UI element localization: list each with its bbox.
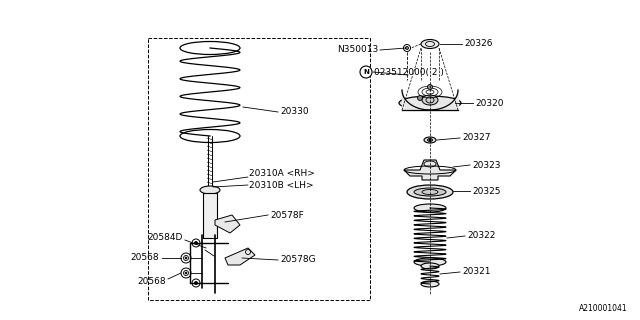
Text: N350013: N350013 bbox=[337, 45, 378, 54]
Ellipse shape bbox=[421, 281, 439, 287]
Text: 20323: 20323 bbox=[472, 161, 500, 170]
Ellipse shape bbox=[399, 96, 461, 110]
Text: 20578G: 20578G bbox=[280, 255, 316, 265]
Polygon shape bbox=[215, 215, 240, 233]
Text: 20321: 20321 bbox=[462, 268, 490, 276]
Polygon shape bbox=[404, 160, 456, 180]
Ellipse shape bbox=[424, 137, 436, 143]
Bar bbox=[148, 38, 370, 300]
Ellipse shape bbox=[414, 188, 446, 196]
Ellipse shape bbox=[417, 95, 422, 100]
Ellipse shape bbox=[414, 258, 446, 266]
Ellipse shape bbox=[407, 185, 453, 199]
Text: 20325: 20325 bbox=[472, 187, 500, 196]
Ellipse shape bbox=[421, 263, 439, 269]
Ellipse shape bbox=[414, 204, 446, 212]
Ellipse shape bbox=[195, 282, 198, 284]
Ellipse shape bbox=[421, 39, 439, 49]
Ellipse shape bbox=[406, 46, 408, 50]
Text: 20330: 20330 bbox=[280, 108, 308, 116]
Polygon shape bbox=[203, 193, 217, 238]
Text: 023512000( 2 ): 023512000( 2 ) bbox=[374, 68, 444, 76]
Text: A210001041: A210001041 bbox=[579, 304, 628, 313]
Text: N: N bbox=[363, 69, 369, 75]
Ellipse shape bbox=[195, 242, 198, 244]
Text: 20578F: 20578F bbox=[270, 211, 304, 220]
Text: 20326: 20326 bbox=[464, 39, 493, 49]
Ellipse shape bbox=[185, 272, 187, 274]
Ellipse shape bbox=[428, 84, 433, 90]
Text: 20320: 20320 bbox=[475, 99, 504, 108]
Circle shape bbox=[360, 66, 372, 78]
Text: 20310B <LH>: 20310B <LH> bbox=[249, 180, 314, 189]
Text: 20584D: 20584D bbox=[148, 234, 183, 243]
Ellipse shape bbox=[200, 186, 220, 194]
Ellipse shape bbox=[428, 139, 433, 141]
Text: 20310A <RH>: 20310A <RH> bbox=[249, 170, 315, 179]
Ellipse shape bbox=[185, 257, 187, 259]
Text: 20327: 20327 bbox=[462, 133, 490, 142]
Text: 20568: 20568 bbox=[131, 253, 159, 262]
Ellipse shape bbox=[429, 139, 431, 141]
Polygon shape bbox=[225, 248, 255, 265]
Ellipse shape bbox=[422, 95, 438, 105]
Text: 20322: 20322 bbox=[467, 231, 495, 241]
Text: 20568: 20568 bbox=[138, 276, 166, 285]
